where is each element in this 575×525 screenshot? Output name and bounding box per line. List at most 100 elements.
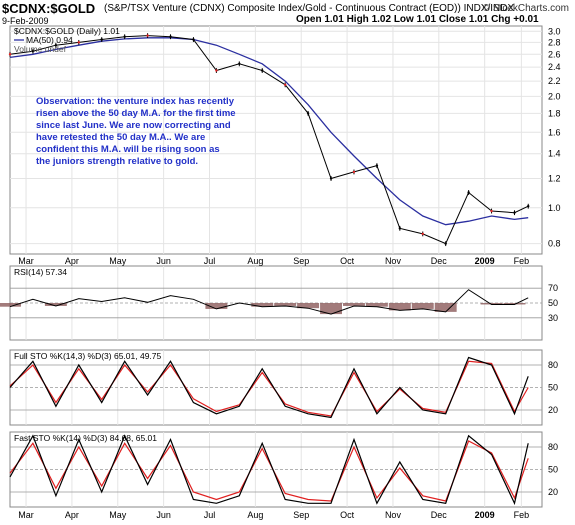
price-point — [306, 112, 310, 115]
x-axis-label: Aug — [247, 256, 263, 266]
price-tick-label: 1.4 — [548, 149, 561, 159]
price-point — [100, 38, 103, 41]
price-line — [9, 35, 529, 245]
x-axis-label: May — [109, 510, 127, 520]
rsi-fill — [411, 303, 434, 309]
price-point — [123, 35, 126, 38]
price-tick-label: 1.2 — [548, 173, 561, 183]
price-point — [444, 242, 447, 245]
price-tick-label: 2.0 — [548, 91, 561, 101]
sto-tick-label: 80 — [548, 360, 558, 370]
rsi-fill — [274, 303, 297, 306]
price-point — [31, 49, 35, 53]
x-axis-label: Feb — [514, 256, 530, 266]
price-point — [8, 53, 12, 56]
x-axis-label: May — [109, 256, 127, 266]
x-axis-label: Apr — [65, 256, 79, 266]
x-axis-label: Aug — [247, 510, 263, 520]
x-axis-label: Dec — [431, 256, 448, 266]
price-legend-symbol: $CDNX:$GOLD (Daily) 1.01 — [14, 26, 120, 36]
sto-tick-label: 20 — [548, 405, 558, 415]
price-point — [283, 83, 287, 86]
price-point — [192, 38, 195, 41]
sto-tick-label: 20 — [548, 487, 558, 497]
price-point — [421, 232, 424, 236]
x-axis-label: 2009 — [475, 510, 495, 520]
price-point — [54, 44, 58, 47]
x-axis-label: Sep — [293, 510, 309, 520]
rsi-fill — [343, 303, 365, 306]
rsi-fill — [388, 303, 411, 311]
price-point — [527, 204, 530, 208]
price-point — [146, 34, 149, 37]
sto-k-line — [9, 356, 529, 419]
description-text: (S&P/TSX Venture (CDNX) Composite Index/… — [104, 3, 461, 14]
price-point — [261, 69, 264, 72]
price-point — [169, 35, 172, 38]
price-tick-label: 1.0 — [548, 203, 561, 213]
chart-description: (S&P/TSX Venture (CDNX) Composite Index/… — [104, 3, 514, 14]
observation-annotation: Observation: the venture index has recen… — [36, 96, 236, 167]
price-point — [238, 62, 241, 66]
price-tick-label: 3.0 — [548, 26, 561, 36]
price-tick-label: 2.2 — [548, 76, 561, 86]
sto-title: Full STO %K(14,3) %D(3) 65.01, 49.75 — [14, 351, 162, 361]
price-tick-label: 2.8 — [548, 37, 561, 47]
sto-tick-label: 50 — [548, 383, 558, 393]
ma50-line — [9, 37, 529, 226]
price-point — [375, 164, 379, 167]
sto-title: Fast STO %K(14) %D(3) 84.68, 65.01 — [14, 433, 157, 443]
sto-tick-label: 80 — [548, 442, 558, 452]
price-point — [329, 177, 333, 180]
x-axis-label: Apr — [65, 510, 79, 520]
rsi-tick-label: 50 — [548, 298, 558, 308]
price-tick-label: 1.8 — [548, 108, 561, 118]
x-axis-label: Oct — [340, 256, 355, 266]
price-point — [467, 191, 470, 194]
rsi-fill — [0, 303, 21, 307]
x-axis-label: Nov — [385, 510, 402, 520]
price-tick-label: 2.6 — [548, 49, 561, 59]
price-point — [352, 170, 356, 174]
panel-frame-0 — [9, 25, 543, 255]
sto-tick-label: 50 — [548, 465, 558, 475]
exchange-text: INDX/INDX — [463, 3, 515, 14]
x-axis-label: Jun — [156, 510, 171, 520]
rsi-fill — [320, 303, 342, 315]
price-tick-label: 0.8 — [548, 239, 561, 249]
price-tick-label: 2.4 — [548, 62, 561, 72]
x-axis-label: Nov — [385, 256, 402, 266]
rsi-tick-label: 70 — [548, 283, 558, 293]
price-point — [398, 227, 402, 230]
price-point — [490, 209, 493, 213]
price-tick-label: 1.6 — [548, 127, 561, 137]
rsi-fill — [297, 303, 320, 309]
price-point — [215, 69, 218, 72]
rsi-fill — [365, 303, 388, 307]
price-point — [77, 41, 80, 44]
x-axis-label: Jul — [204, 510, 216, 520]
sto-k-line — [9, 434, 529, 506]
x-axis-label: Feb — [514, 510, 530, 520]
x-axis-label: Jul — [204, 256, 216, 266]
rsi-fill — [434, 303, 457, 312]
rsi-line — [9, 289, 529, 315]
rsi-fill — [503, 303, 526, 305]
rsi-title: RSI(14) 57.34 — [14, 267, 67, 277]
price-legend-volume: Volume undef — [14, 44, 67, 54]
x-axis-label: Jun — [156, 256, 171, 266]
price-point — [513, 211, 516, 214]
x-axis-label: Mar — [18, 510, 34, 520]
rsi-fill — [480, 303, 503, 305]
x-axis-label: Mar — [18, 256, 34, 266]
rsi-fill — [205, 303, 228, 309]
price-legend-ma: MA(50) 0.94 — [26, 35, 73, 45]
x-axis-label: Oct — [340, 510, 355, 520]
x-axis-label: Dec — [431, 510, 448, 520]
rsi-fill — [44, 303, 67, 306]
chart-date: 9-Feb-2009 — [2, 16, 49, 26]
chart-symbol: $CDNX:$GOLD — [2, 1, 96, 16]
x-axis-label: 2009 — [475, 256, 495, 266]
rsi-fill — [251, 303, 274, 307]
